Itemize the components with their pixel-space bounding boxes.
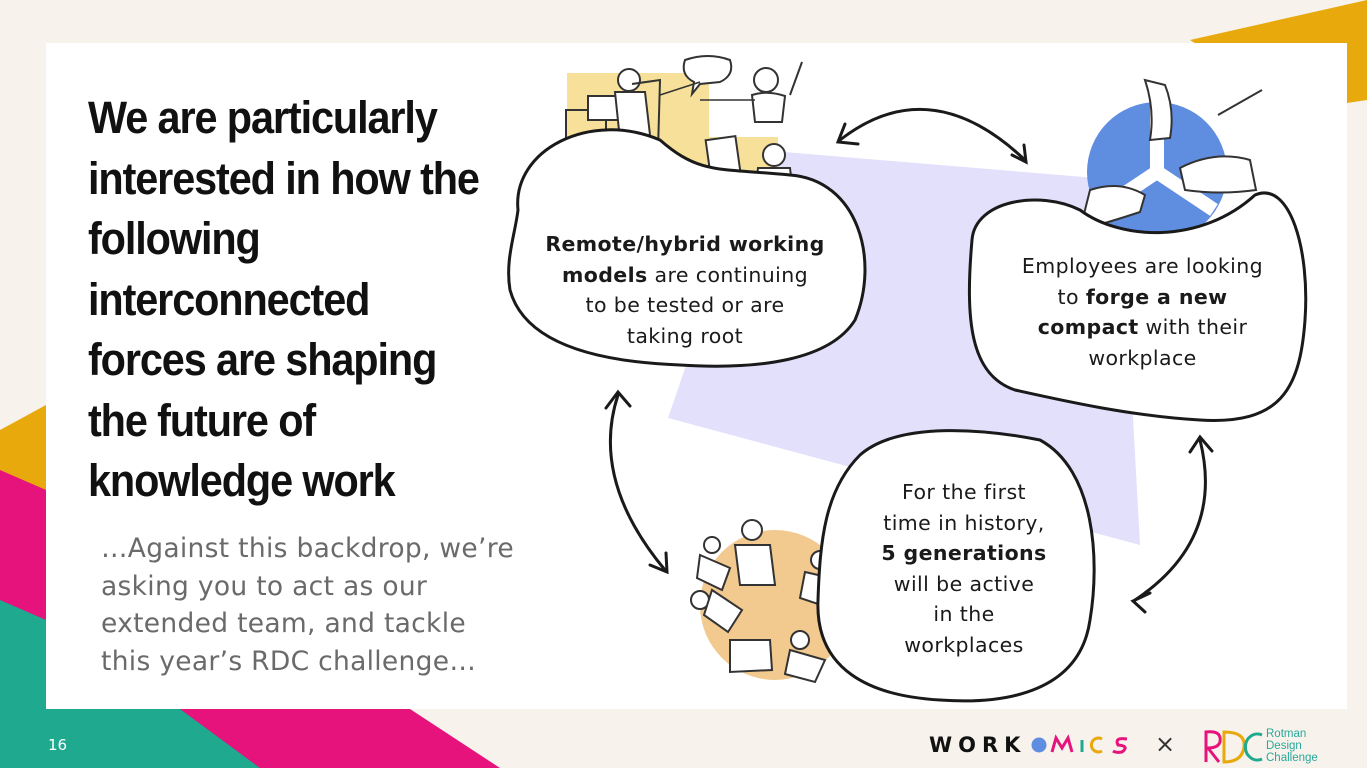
- rdc-word: Rotman: [1266, 728, 1307, 740]
- subtext-line: asking you to act as our: [101, 570, 428, 602]
- heading-line: interested in how the: [88, 152, 480, 204]
- heading-line: forces are shaping: [88, 334, 437, 385]
- heading-line: We are particularly: [88, 92, 438, 143]
- page-number: 16: [48, 736, 68, 754]
- rdc-word: Design: [1266, 740, 1302, 752]
- remote-bold-prefix: models: [561, 262, 648, 287]
- generations-line: in the: [933, 602, 995, 626]
- compact-blob: [967, 191, 1308, 422]
- workomics-prefix: WORK: [929, 733, 1027, 757]
- rdc-word: Challenge: [1266, 752, 1318, 764]
- compact-line2-bold: forge a new: [1085, 284, 1228, 309]
- generations-line: time in history,: [883, 510, 1045, 535]
- generations-line: For the first: [902, 480, 1026, 504]
- remote-bold-line: Remote/hybrid working: [545, 232, 825, 256]
- heading-line: knowledge work: [88, 455, 396, 506]
- pink-bottom-shape: [180, 709, 500, 768]
- compact-line2-pre: to: [1057, 284, 1086, 309]
- heading-line: interconnected: [88, 273, 370, 325]
- heading-line: following: [88, 213, 261, 264]
- remote-line: taking root: [626, 323, 744, 348]
- compact-line: workplace: [1088, 345, 1197, 370]
- compact-line3-bold: compact: [1037, 315, 1139, 339]
- rdc-wordmark: Rotman Design Challenge: [1266, 728, 1318, 764]
- slide-subtext: …Against this backdrop, we’re asking you…: [101, 530, 571, 680]
- compact-line3-post: with their: [1138, 315, 1248, 339]
- subtext-line: this year’s RDC challenge…: [101, 645, 477, 677]
- generations-blob: [816, 429, 1096, 703]
- generations-line: workplaces: [904, 632, 1024, 657]
- subtext-line: …Against this backdrop, we’re: [101, 533, 514, 564]
- generations-bold-line: 5 generations: [881, 541, 1047, 565]
- generations-force-text: For the first time in history, 5 generat…: [849, 477, 1079, 660]
- slide-heading: We are particularly interested in how th…: [88, 88, 493, 512]
- workomics-logo: WORK: [929, 733, 1026, 757]
- remote-line: to be tested or are: [585, 293, 785, 317]
- compact-force-text: Employees are looking to forge a new com…: [985, 251, 1300, 373]
- remote-blob: [507, 128, 867, 368]
- compact-line: Employees are looking: [1021, 254, 1264, 278]
- generations-line: will be active: [893, 571, 1035, 596]
- remote-suffix: are continuing: [647, 262, 809, 287]
- remote-force-text: Remote/hybrid working models are continu…: [520, 229, 850, 351]
- times-symbol: ×: [1155, 730, 1176, 758]
- arrow-remote-generations: [608, 393, 667, 572]
- heading-line: the future of: [88, 394, 316, 446]
- arrow-compact-generations: [1133, 438, 1207, 602]
- subtext-line: extended team, and tackle: [101, 608, 466, 639]
- arrow-remote-compact: [838, 107, 1027, 162]
